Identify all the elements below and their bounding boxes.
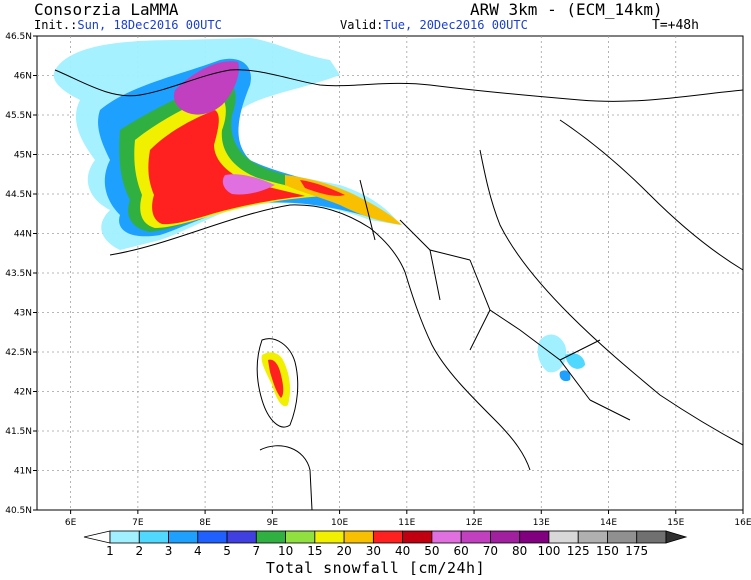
legend-level-label: 30 — [366, 544, 381, 558]
snow-alps-red — [148, 110, 305, 225]
lat-tick-label: 42N — [14, 388, 32, 398]
init-line: Init.:Sun, 18Dec2016 00UTC — [34, 18, 222, 32]
legend-color-box — [402, 530, 433, 544]
legend-color-box — [255, 530, 286, 544]
coast-sardinia — [259, 445, 313, 511]
legend-level-label: 10 — [278, 544, 293, 558]
legend-arrow-high — [665, 530, 688, 544]
legend-level-label: 15 — [307, 544, 322, 558]
legend-level-label: 4 — [194, 544, 202, 558]
title-left: Consorzia LaMMA — [34, 0, 179, 19]
valid-line: Valid:Tue, 20Dec2016 00UTC — [340, 18, 528, 32]
legend-level-label: 40 — [395, 544, 410, 558]
forecast-step: T=+48h — [652, 18, 699, 33]
lat-tick-label: 40.5N — [5, 506, 32, 516]
coast-ligurian — [109, 204, 406, 273]
lat-tick-label: 46.5N — [5, 32, 32, 42]
valid-label: Valid: — [340, 18, 384, 32]
lon-tick-label: 16E — [734, 518, 751, 528]
legend-level-label: 70 — [483, 544, 498, 558]
lat-tick-label: 45.5N — [5, 111, 32, 121]
legend-color-box — [343, 530, 374, 544]
legend-color-box — [197, 530, 228, 544]
legend-level-label: 5 — [223, 544, 231, 558]
legend-color-box — [607, 530, 638, 544]
legend-color-box — [168, 530, 199, 544]
lat-tick-label: 43.5N — [5, 269, 32, 279]
legend-color-box — [519, 530, 550, 544]
legend-level-label: 125 — [567, 544, 590, 558]
lat-tick-label: 42.5N — [5, 348, 32, 358]
snow-central-apennines-3 — [559, 370, 571, 382]
latitude-labels: 46.5N 46N 45.5N 45N 44.5N 44N 43.5N 43N 42.5N 42N… — [5, 32, 37, 516]
legend-level-label: 175 — [625, 544, 648, 558]
lon-tick-label: 8E — [199, 518, 211, 528]
legend-color-box — [577, 530, 608, 544]
init-value: Sun, 18Dec2016 00UTC — [77, 18, 222, 32]
legend-color-box — [460, 530, 491, 544]
lon-tick-label: 7E — [132, 518, 144, 528]
lat-tick-label: 46N — [14, 72, 32, 82]
coast-balkan — [559, 119, 744, 271]
coastlines-borders — [54, 69, 744, 511]
lon-tick-label: 6E — [65, 518, 77, 528]
longitude-labels: 6E 7E 8E 9E 10E 11E 12E 13E 14E 15E 16E — [65, 510, 751, 528]
lat-tick-label: 45N — [14, 151, 32, 161]
border-alps — [54, 69, 744, 102]
lon-tick-label: 13E — [533, 518, 550, 528]
lon-tick-label: 11E — [398, 518, 415, 528]
lon-tick-label: 10E — [331, 518, 348, 528]
legend-level-label: 100 — [537, 544, 560, 558]
snow-central-apennines-2 — [565, 353, 585, 369]
legend-level-label: 3 — [165, 544, 173, 558]
lat-tick-label: 41.5N — [5, 427, 32, 437]
legend-color-box — [431, 530, 462, 544]
legend-color-box — [490, 530, 521, 544]
legend-level-label: 20 — [336, 544, 351, 558]
legend-level-label: 150 — [596, 544, 619, 558]
coast-adriatic — [479, 149, 744, 446]
legend-colorbar — [83, 530, 688, 544]
legend-labels: 1 2 3 4 5 7 10 15 20 30 40 50 60 70 80 100 125 150 175 — [106, 544, 648, 558]
init-label: Init.: — [34, 18, 78, 32]
legend-level-label: 60 — [454, 544, 469, 558]
lon-tick-label: 9E — [267, 518, 279, 528]
lat-tick-label: 44.5N — [5, 190, 32, 200]
valid-value: Tue, 20Dec2016 00UTC — [383, 18, 528, 32]
legend-level-label: 80 — [512, 544, 527, 558]
legend-color-box — [636, 530, 667, 544]
snowfall-overlay — [53, 38, 585, 407]
map-grid — [37, 36, 743, 510]
legend-color-box — [548, 530, 579, 544]
lat-tick-label: 41N — [14, 467, 32, 477]
lon-tick-label: 14E — [600, 518, 617, 528]
snow-alps-magenta — [173, 61, 239, 115]
snow-apennine-red — [300, 180, 345, 196]
snow-alps-magenta-2 — [222, 174, 275, 195]
coast-corsica — [256, 338, 299, 428]
legend-color-box — [109, 530, 140, 544]
legend-color-box — [285, 530, 316, 544]
legend-level-label: 50 — [424, 544, 439, 558]
lat-tick-label: 43N — [14, 309, 32, 319]
legend-color-box — [372, 530, 404, 544]
legend-level-label: 1 — [106, 544, 114, 558]
lat-tick-label: 44N — [14, 230, 32, 240]
lon-tick-label: 15E — [667, 518, 684, 528]
legend-color-box — [138, 530, 169, 544]
legend-level-label: 2 — [135, 544, 143, 558]
region-borders — [359, 179, 631, 421]
legend-color-box — [226, 530, 257, 544]
legend-level-label: 7 — [252, 544, 260, 558]
snow-corsica-red — [268, 359, 284, 398]
lon-tick-label: 12E — [465, 518, 482, 528]
legend-arrow-low — [83, 530, 111, 544]
coast-tyrrhenian — [404, 271, 531, 471]
title-right: ARW 3km - (ECM_14km) — [470, 0, 663, 19]
legend-color-box — [314, 530, 345, 544]
legend-title: Total snowfall [cm/24h] — [265, 559, 486, 577]
